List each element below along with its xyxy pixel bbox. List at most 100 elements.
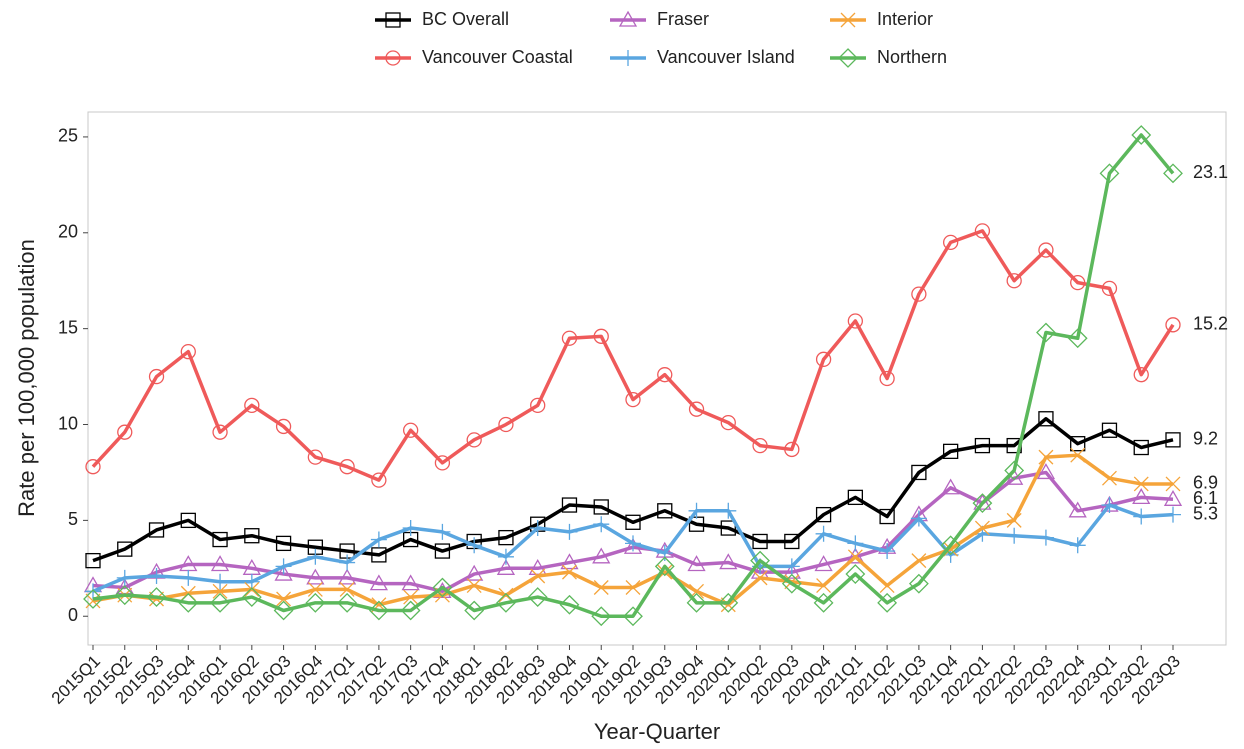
y-tick-label: 0 — [68, 605, 78, 625]
legend-label: Vancouver Island — [657, 47, 795, 67]
end-label: 9.2 — [1193, 429, 1218, 449]
marker — [816, 578, 832, 594]
marker — [244, 528, 260, 544]
marker — [625, 580, 641, 595]
marker — [339, 554, 356, 571]
series-line — [92, 417, 1174, 563]
marker — [973, 493, 992, 510]
marker — [752, 533, 768, 550]
marker — [1038, 242, 1054, 258]
marker — [847, 489, 864, 506]
marker — [846, 547, 865, 564]
legend-label: Fraser — [657, 9, 709, 29]
marker — [1068, 501, 1087, 518]
marker — [466, 432, 482, 448]
marker — [434, 543, 451, 559]
marker — [911, 553, 927, 569]
marker — [305, 592, 326, 613]
y-tick-label: 10 — [58, 413, 78, 433]
marker — [784, 533, 800, 550]
series-line — [91, 229, 1175, 482]
marker — [1165, 317, 1181, 333]
y-tick-label: 15 — [58, 317, 78, 337]
marker — [560, 553, 579, 570]
marker — [752, 437, 768, 454]
marker — [687, 555, 706, 572]
marker — [243, 573, 260, 590]
marker — [1133, 476, 1149, 492]
marker — [847, 313, 864, 329]
marker — [241, 587, 262, 607]
marker — [180, 569, 197, 586]
marker — [210, 592, 230, 613]
marker — [1004, 460, 1025, 481]
y-tick-label: 20 — [58, 222, 78, 242]
marker — [273, 600, 294, 621]
marker — [498, 416, 514, 433]
marker — [466, 578, 482, 594]
marker — [623, 606, 643, 627]
marker — [497, 548, 514, 565]
legend-label: BC Overall — [422, 9, 509, 29]
marker — [401, 574, 420, 591]
marker — [561, 497, 578, 513]
marker — [307, 548, 324, 565]
marker — [1099, 163, 1120, 184]
marker — [910, 510, 927, 527]
marker — [813, 592, 834, 613]
marker — [1070, 447, 1086, 463]
legend-item: Northern — [830, 47, 947, 68]
marker — [688, 502, 705, 519]
marker — [845, 564, 866, 584]
marker — [339, 581, 355, 597]
marker — [244, 397, 260, 413]
marker — [720, 520, 736, 536]
marker — [530, 568, 546, 584]
marker — [943, 541, 959, 557]
marker — [1101, 422, 1118, 438]
marker — [1163, 163, 1183, 184]
legend-item: Vancouver Island — [610, 47, 795, 67]
marker — [618, 10, 638, 27]
marker — [1038, 411, 1054, 427]
series-line — [92, 470, 1174, 594]
marker — [146, 587, 167, 607]
marker — [561, 330, 578, 346]
marker — [1067, 328, 1088, 349]
marker — [244, 581, 260, 597]
marker — [85, 593, 101, 609]
legend-item: BC Overall — [375, 9, 509, 29]
marker — [114, 585, 135, 606]
legend-item: Fraser — [610, 9, 709, 29]
marker — [940, 535, 961, 556]
marker — [879, 508, 895, 525]
marker — [368, 600, 389, 621]
marker — [498, 587, 514, 603]
marker — [148, 567, 165, 584]
marker — [908, 573, 929, 594]
marker — [781, 573, 802, 594]
marker — [385, 50, 401, 66]
marker — [593, 516, 610, 533]
marker — [275, 418, 292, 435]
marker — [148, 368, 165, 385]
marker — [720, 597, 736, 613]
marker — [466, 537, 483, 554]
marker — [840, 12, 856, 28]
marker — [1101, 497, 1118, 514]
marker — [307, 581, 323, 597]
marker — [561, 523, 578, 540]
marker — [434, 455, 451, 471]
marker — [496, 558, 516, 575]
marker — [879, 370, 895, 387]
marker — [654, 556, 675, 577]
end-label: 5.3 — [1193, 503, 1218, 523]
marker — [180, 512, 196, 529]
plot-border — [87, 111, 1227, 646]
marker — [815, 351, 832, 367]
legend-label: Interior — [877, 9, 933, 29]
marker — [974, 520, 990, 536]
legend-item: Interior — [830, 9, 933, 29]
marker — [591, 606, 612, 627]
